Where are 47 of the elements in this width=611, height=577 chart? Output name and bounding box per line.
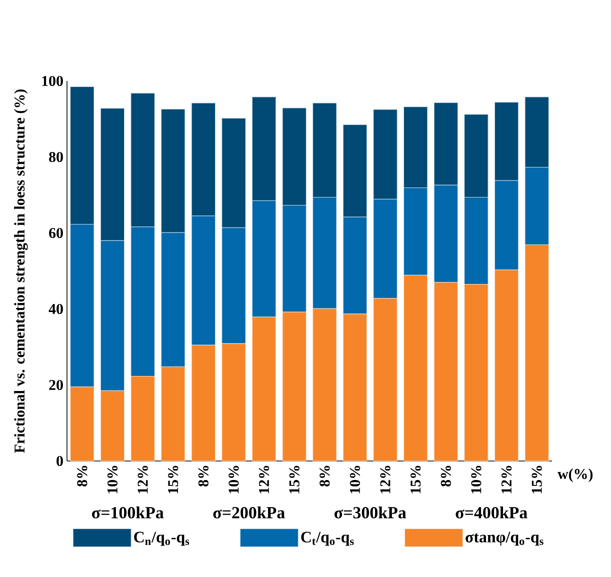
x-tick-label: 15% bbox=[532, 466, 542, 494]
y-axis-title: Frictional vs. cementation strength in loess structure (%) bbox=[14, 90, 28, 453]
text: σ=100kPa bbox=[92, 506, 164, 518]
text: σ=400kPa bbox=[456, 506, 528, 518]
bar bbox=[434, 282, 458, 462]
bar bbox=[404, 274, 428, 462]
y-tick-label: 20 bbox=[49, 380, 63, 390]
x-tick-label: 8% bbox=[440, 466, 451, 486]
x-axis-title: w(%) bbox=[558, 468, 593, 482]
legend-label: C$_{n}$/q$_{o}$-q$_{s}$ bbox=[134, 532, 190, 546]
x-tick-label: 15% bbox=[410, 466, 421, 494]
bar bbox=[161, 366, 186, 462]
x-tick-label: 12% bbox=[380, 466, 390, 494]
x-tick-label: 8% bbox=[320, 466, 330, 486]
bar bbox=[282, 312, 306, 462]
x-tick-label: 15% bbox=[168, 466, 178, 494]
bar bbox=[252, 316, 276, 462]
y-tick-label: 100 bbox=[42, 76, 63, 86]
legend-label: C$_{t}$/q$_{o}$-q$_{s}$ bbox=[301, 532, 354, 546]
x-tick-label: 10% bbox=[350, 466, 360, 494]
x-tick-label: 12% bbox=[138, 466, 148, 494]
bar bbox=[130, 376, 155, 462]
x-tick-label: 10% bbox=[228, 466, 239, 494]
y-tick-label: 60 bbox=[49, 228, 63, 238]
y-tick-label: 40 bbox=[48, 304, 63, 314]
bar bbox=[191, 344, 216, 462]
x-tick-label: 10% bbox=[107, 466, 118, 494]
x-tick-label: 8% bbox=[198, 466, 208, 486]
bar bbox=[100, 390, 125, 462]
text: σ=300kPa bbox=[334, 506, 406, 518]
y-tick-label: 0 bbox=[56, 456, 63, 466]
bar bbox=[373, 298, 398, 462]
legend-label: σtanφ/q$_{o}$-q$_{s}$ bbox=[466, 532, 544, 546]
x-tick-label: 15% bbox=[289, 466, 300, 494]
x-tick-label: 8% bbox=[77, 466, 88, 486]
y-tick-label: 80 bbox=[49, 152, 63, 162]
x-tick-label: 12% bbox=[501, 466, 512, 494]
x-tick-label: 10% bbox=[471, 466, 482, 494]
bar bbox=[494, 270, 519, 462]
bar bbox=[222, 343, 246, 462]
text: σ=200kPa bbox=[213, 506, 285, 518]
x-tick-label: 12% bbox=[258, 466, 270, 494]
bar bbox=[312, 308, 337, 462]
bar bbox=[524, 244, 549, 462]
bar bbox=[464, 284, 488, 462]
bar bbox=[70, 386, 94, 462]
bar bbox=[342, 314, 368, 462]
